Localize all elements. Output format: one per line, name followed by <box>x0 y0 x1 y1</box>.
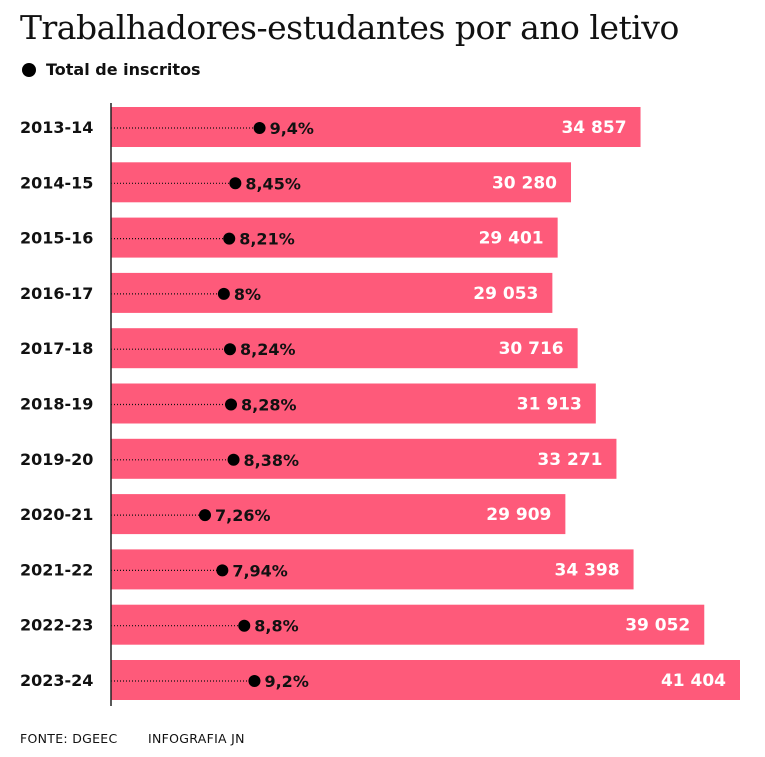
category-label-2022-23: 2022-23 <box>20 616 93 635</box>
percentage-label-2021-22: 7,94% <box>232 561 288 580</box>
percentage-label-2014-15: 8,45% <box>245 174 301 193</box>
percentage-dot-2022-23 <box>238 619 251 632</box>
credit-note: INFOGRAFIA JN <box>148 731 245 746</box>
category-label-2020-21: 2020-21 <box>20 505 93 524</box>
value-label-2013-14: 34 857 <box>561 118 626 138</box>
percentage-label-2013-14: 9,4% <box>270 119 314 138</box>
bar-2022-23 <box>111 604 705 645</box>
percentage-dot-2019-20 <box>227 453 240 466</box>
percentage-label-2016-17: 8% <box>234 285 261 304</box>
percentage-dot-2016-17 <box>217 287 230 300</box>
legend-label: Total de inscritos <box>46 60 201 79</box>
category-label-2021-22: 2021-22 <box>20 560 93 579</box>
bar-2023-24 <box>111 660 740 700</box>
percentage-dot-2018-19 <box>225 398 238 411</box>
value-label-2020-21: 29 909 <box>486 505 551 525</box>
category-label-2019-20: 2019-20 <box>20 450 93 469</box>
percentage-dot-2013-14 <box>253 122 266 134</box>
value-label-2023-24: 41 404 <box>661 671 726 691</box>
bar-2013-14 <box>111 107 641 147</box>
category-label-2014-15: 2014-15 <box>20 173 93 192</box>
bar-2014-15 <box>111 162 572 203</box>
category-label-2013-14: 2013-14 <box>20 118 93 137</box>
percentage-dot-2017-18 <box>223 343 236 356</box>
percentage-dot-2021-22 <box>216 564 229 577</box>
percentage-label-2023-24: 9,2% <box>264 672 308 691</box>
value-label-2022-23: 39 052 <box>625 616 690 636</box>
value-label-2018-19: 31 913 <box>517 395 582 415</box>
value-label-2015-16: 29 401 <box>479 229 544 249</box>
bar-2019-20 <box>111 438 617 479</box>
percentage-dot-2023-24 <box>248 675 261 687</box>
bar-2021-22 <box>111 549 634 590</box>
percentage-dot-2020-21 <box>199 509 211 522</box>
source-note: FONTE: DGEEC <box>20 731 118 746</box>
value-label-2017-18: 30 716 <box>499 339 564 359</box>
percentage-label-2020-21: 7,26% <box>215 506 271 525</box>
bar-2016-17 <box>111 272 553 313</box>
percentage-label-2018-19: 8,28% <box>241 396 297 415</box>
percentage-label-2017-18: 8,24% <box>240 340 296 359</box>
bar-2018-19 <box>111 383 596 424</box>
legend-dot-icon <box>22 62 36 77</box>
value-label-2019-20: 33 271 <box>537 450 602 470</box>
value-label-2014-15: 30 280 <box>492 173 557 193</box>
legend: Total de inscritos <box>22 60 201 79</box>
percentage-dot-2014-15 <box>229 177 242 190</box>
value-label-2016-17: 29 053 <box>473 284 538 304</box>
category-label-2018-19: 2018-19 <box>20 395 93 414</box>
bar-2015-16 <box>111 217 558 258</box>
category-label-2023-24: 2023-24 <box>20 671 93 690</box>
percentage-label-2022-23: 8,8% <box>254 617 298 636</box>
chart-title: Trabalhadores-estudantes por ano letivo <box>20 8 679 47</box>
category-label-2015-16: 2015-16 <box>20 229 93 248</box>
category-label-2017-18: 2017-18 <box>20 339 93 358</box>
percentage-label-2019-20: 8,38% <box>244 451 300 470</box>
percentage-dot-2015-16 <box>223 232 236 245</box>
category-label-2016-17: 2016-17 <box>20 284 93 303</box>
value-label-2021-22: 34 398 <box>555 560 620 580</box>
percentage-label-2015-16: 8,21% <box>239 230 295 249</box>
bar-2017-18 <box>111 328 578 369</box>
bar-2020-21 <box>111 494 566 535</box>
